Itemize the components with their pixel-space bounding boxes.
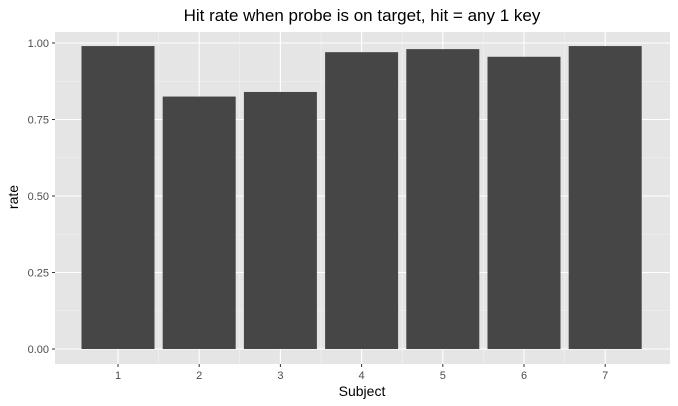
x-tick-label: 6: [521, 370, 527, 382]
x-tick-label: 4: [359, 370, 365, 382]
y-axis-title: rate: [5, 185, 21, 209]
x-tick-label: 3: [277, 370, 283, 382]
bars: [81, 46, 642, 350]
bar-subject-1: [81, 46, 155, 350]
x-tick-label: 5: [440, 370, 446, 382]
x-tick-label: 2: [196, 370, 202, 382]
y-tick-label: 0.75: [28, 115, 49, 127]
y-tick-label: 0.00: [28, 344, 49, 356]
y-tick-label: 1.00: [28, 38, 49, 50]
bar-subject-7: [568, 46, 642, 350]
x-tick-label: 1: [115, 370, 121, 382]
y-tick-label: 0.50: [28, 191, 49, 203]
bar-subject-3: [243, 91, 317, 350]
y-tick-label: 0.25: [28, 268, 49, 280]
chart-title: Hit rate when probe is on target, hit = …: [184, 6, 541, 25]
x-tick-label: 7: [602, 370, 608, 382]
x-axis: 1 2 3 4 5 6 7: [115, 364, 608, 382]
bar-subject-6: [487, 56, 561, 350]
bar-subject-5: [406, 49, 480, 350]
y-axis: 0.00 0.25 0.50 0.75 1.00: [28, 38, 55, 356]
bar-subject-2: [162, 96, 236, 349]
x-axis-title: Subject: [339, 383, 386, 399]
bar-subject-4: [325, 52, 399, 350]
